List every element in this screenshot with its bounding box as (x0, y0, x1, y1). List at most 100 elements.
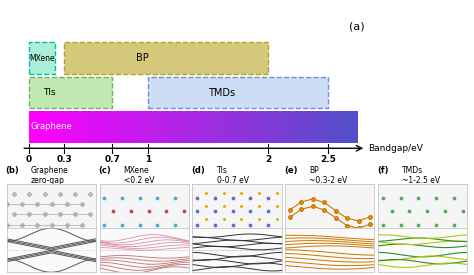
Bar (265, 111, 267, 142)
Text: BP: BP (310, 166, 319, 175)
Bar (280, 111, 281, 142)
Bar (137, 111, 138, 142)
Bar (356, 111, 358, 142)
Bar (240, 111, 241, 142)
Text: (d): (d) (191, 166, 205, 175)
Bar (195, 111, 196, 142)
Text: <0.2 eV: <0.2 eV (124, 176, 154, 185)
Bar (230, 111, 232, 142)
Bar (35, 111, 36, 142)
Bar (222, 111, 223, 142)
Bar (62, 111, 63, 142)
Bar (161, 111, 163, 142)
Bar (199, 111, 200, 142)
Text: 0.7: 0.7 (104, 155, 120, 164)
Bar (154, 111, 155, 142)
Bar (140, 111, 142, 142)
Bar (44, 111, 45, 142)
Bar (210, 111, 211, 142)
Bar (174, 111, 175, 142)
Bar (91, 111, 92, 142)
Bar (33, 111, 34, 142)
Bar (180, 111, 181, 142)
Bar (274, 111, 275, 142)
Bar (335, 111, 336, 142)
Bar (55, 111, 56, 142)
Bar (76, 111, 77, 142)
Bar (98, 111, 99, 142)
FancyBboxPatch shape (64, 42, 268, 74)
Bar (100, 111, 101, 142)
FancyBboxPatch shape (28, 77, 112, 108)
FancyBboxPatch shape (28, 42, 55, 74)
Bar (196, 111, 198, 142)
Bar (307, 111, 309, 142)
Bar (151, 111, 153, 142)
Bar (123, 111, 124, 142)
Bar (250, 111, 251, 142)
Text: (f): (f) (377, 166, 389, 175)
Bar (320, 111, 321, 142)
Bar (145, 111, 146, 142)
Bar (132, 111, 133, 142)
Bar (169, 111, 170, 142)
Bar (312, 111, 313, 142)
Bar (261, 111, 262, 142)
Bar (90, 111, 91, 142)
Bar (292, 111, 293, 142)
Bar (353, 111, 355, 142)
Bar (88, 111, 89, 142)
Bar (326, 111, 327, 142)
Bar (249, 111, 250, 142)
Bar (309, 111, 310, 142)
Bar (60, 111, 62, 142)
Bar (187, 111, 188, 142)
Text: (b): (b) (6, 166, 19, 175)
Bar (150, 111, 151, 142)
Bar (173, 111, 174, 142)
Bar (71, 111, 73, 142)
Text: (c): (c) (99, 166, 111, 175)
Bar (194, 111, 195, 142)
Text: 0-0.7 eV: 0-0.7 eV (217, 176, 248, 185)
Text: 0: 0 (26, 155, 32, 164)
Bar (217, 111, 219, 142)
Bar (168, 111, 169, 142)
Bar (255, 111, 257, 142)
Bar (149, 111, 150, 142)
Bar (228, 111, 229, 142)
Bar (52, 111, 53, 142)
Bar (78, 111, 79, 142)
Bar (80, 111, 81, 142)
Bar (341, 111, 342, 142)
Bar (269, 111, 270, 142)
Bar (67, 111, 68, 142)
Bar (86, 111, 87, 142)
Bar (301, 111, 302, 142)
Bar (148, 111, 149, 142)
Bar (270, 111, 271, 142)
Bar (342, 111, 344, 142)
Bar (257, 111, 258, 142)
Bar (203, 111, 204, 142)
Bar (121, 111, 122, 142)
Bar (111, 111, 112, 142)
Bar (286, 111, 288, 142)
Bar (59, 111, 60, 142)
Bar (73, 111, 74, 142)
Bar (163, 111, 164, 142)
Bar (300, 111, 301, 142)
Bar (104, 111, 105, 142)
Bar (236, 111, 237, 142)
Bar (212, 111, 213, 142)
Bar (303, 111, 304, 142)
Bar (336, 111, 337, 142)
Bar (279, 111, 280, 142)
Bar (113, 111, 114, 142)
Bar (321, 111, 323, 142)
Bar (281, 111, 282, 142)
Bar (288, 111, 289, 142)
Bar (275, 111, 276, 142)
Bar (224, 111, 225, 142)
Bar (273, 111, 274, 142)
